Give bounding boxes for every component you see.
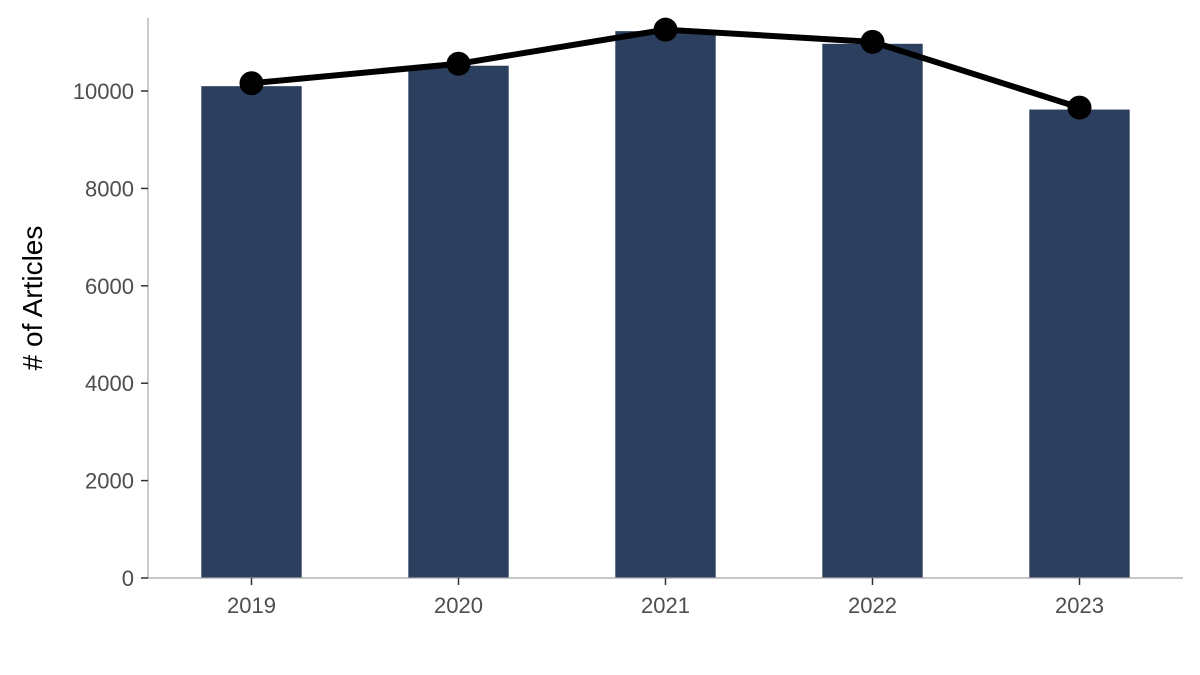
x-tick-label-2023: 2023: [1055, 593, 1104, 618]
x-tick-label-2022: 2022: [848, 593, 897, 618]
y-tick-label-2000: 2000: [85, 469, 134, 494]
bar-2020: [408, 65, 509, 578]
y-axis-title: # of Articles: [17, 226, 48, 371]
bar-2022: [822, 43, 923, 578]
y-ticks: 0 2000 4000 6000 8000 10000: [73, 79, 148, 591]
line-point-2020: [446, 51, 471, 76]
x-tick-label-2020: 2020: [434, 593, 483, 618]
line-point-2021: [653, 17, 678, 42]
x-ticks: 2019 2020 2021 2022 2023: [227, 578, 1104, 618]
y-tick-label-0: 0: [122, 566, 134, 591]
x-tick-label-2019: 2019: [227, 593, 276, 618]
x-tick-label-2021: 2021: [641, 593, 690, 618]
line-point-2023: [1067, 95, 1092, 120]
line-point-2019: [239, 71, 264, 96]
bars-layer: [201, 31, 1130, 579]
y-tick-label-6000: 6000: [85, 274, 134, 299]
y-tick-label-8000: 8000: [85, 176, 134, 201]
bar-2019: [201, 86, 302, 578]
bar-2023: [1029, 109, 1130, 579]
bar-2021: [615, 31, 716, 578]
line-layer: [239, 17, 1092, 120]
line-point-2022: [860, 29, 885, 54]
y-tick-label-10000: 10000: [73, 79, 134, 104]
y-tick-label-4000: 4000: [85, 371, 134, 396]
